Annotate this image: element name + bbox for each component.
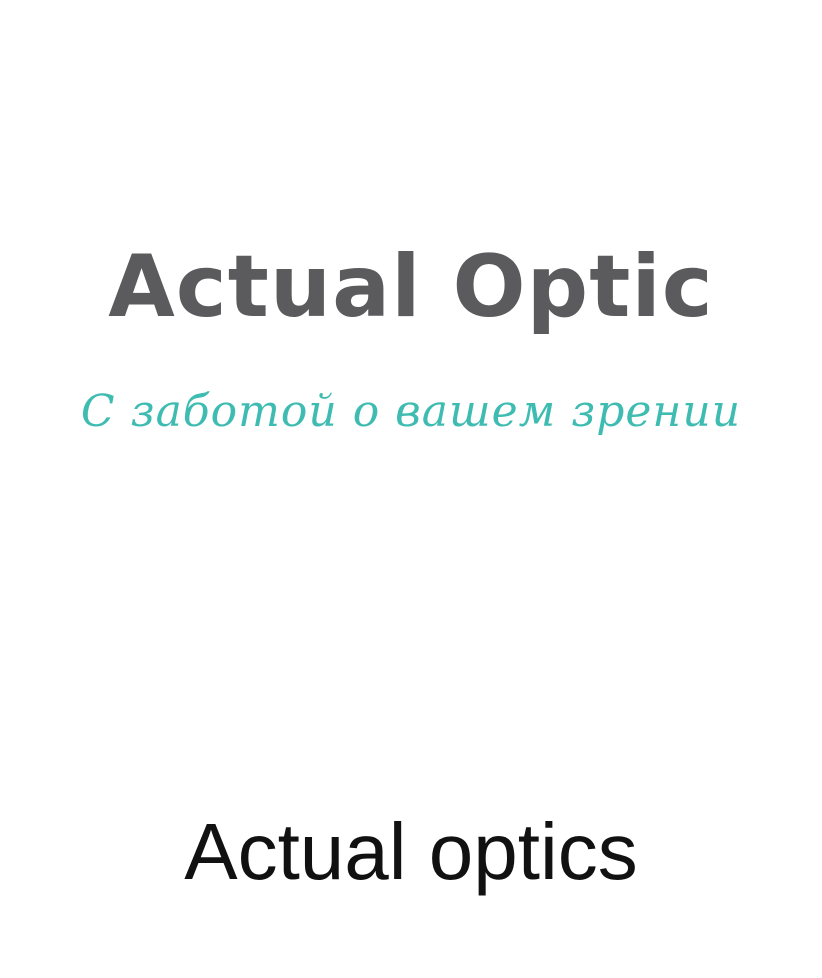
brand-logo: Actual Optic С заботой о вашем зрении <box>80 237 742 437</box>
brand-title[interactable]: Actual optics <box>184 807 638 896</box>
logo-tagline: С заботой о вашем зрении <box>80 386 742 437</box>
logo-wordmark: Actual Optic <box>108 237 714 337</box>
